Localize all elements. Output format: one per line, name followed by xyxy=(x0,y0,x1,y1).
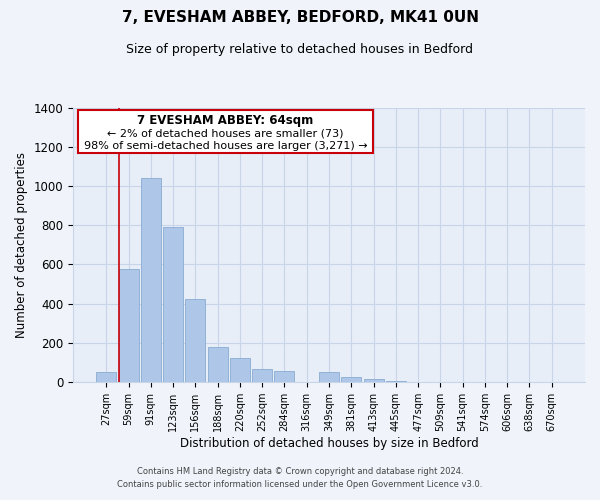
Bar xyxy=(274,372,295,382)
Bar xyxy=(230,358,250,382)
Bar xyxy=(96,372,116,382)
Bar xyxy=(185,299,205,382)
Bar xyxy=(208,347,227,382)
X-axis label: Distribution of detached houses by size in Bedford: Distribution of detached houses by size … xyxy=(179,437,478,450)
Y-axis label: Number of detached properties: Number of detached properties xyxy=(15,152,28,338)
Text: ← 2% of detached houses are smaller (73): ← 2% of detached houses are smaller (73) xyxy=(107,128,344,138)
Text: Contains public sector information licensed under the Open Government Licence v3: Contains public sector information licen… xyxy=(118,480,482,489)
Text: 98% of semi-detached houses are larger (3,271) →: 98% of semi-detached houses are larger (… xyxy=(83,142,367,152)
Bar xyxy=(319,372,339,382)
Text: Contains HM Land Registry data © Crown copyright and database right 2024.: Contains HM Land Registry data © Crown c… xyxy=(137,467,463,476)
Text: 7 EVESHAM ABBEY: 64sqm: 7 EVESHAM ABBEY: 64sqm xyxy=(137,114,313,128)
Bar xyxy=(364,380,383,382)
Bar xyxy=(252,370,272,382)
Bar xyxy=(341,378,361,382)
Bar xyxy=(119,270,139,382)
Text: 7, EVESHAM ABBEY, BEDFORD, MK41 0UN: 7, EVESHAM ABBEY, BEDFORD, MK41 0UN xyxy=(121,10,479,25)
Bar xyxy=(163,227,183,382)
Text: Size of property relative to detached houses in Bedford: Size of property relative to detached ho… xyxy=(127,42,473,56)
Bar xyxy=(386,381,406,382)
Bar xyxy=(141,178,161,382)
